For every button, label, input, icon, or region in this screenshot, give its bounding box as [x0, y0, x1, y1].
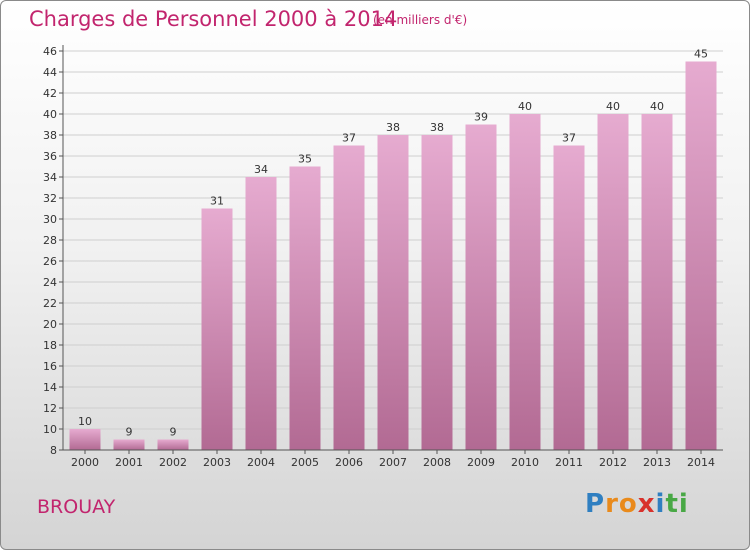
bar: [377, 135, 409, 450]
y-tick-label: 46: [43, 45, 57, 58]
bar: [113, 439, 145, 450]
x-tick-label: 2008: [423, 456, 451, 469]
brand-logo: Proxiti: [585, 489, 689, 519]
data-label: 37: [562, 132, 576, 145]
x-tick-label: 2011: [555, 456, 583, 469]
bar: [553, 145, 585, 450]
axes: 8 10 12 14 16 18 20 22 24 26 28 30 32 34 36 38 40 42 44 46 2…: [43, 45, 723, 469]
x-tick-label: 2003: [203, 456, 231, 469]
x-tick-label: 2014: [687, 456, 715, 469]
bars: 10 9 9 31 34 35 37 38 38 39 40 37 40 40 45: [69, 48, 717, 450]
data-label: 38: [386, 121, 400, 134]
y-tick-label: 8: [50, 444, 57, 457]
x-tick-label: 2001: [115, 456, 143, 469]
data-label: 9: [170, 426, 177, 439]
y-tick-label: 36: [43, 150, 57, 163]
location-label: BROUAY: [37, 496, 116, 518]
y-tick-label: 20: [43, 318, 57, 331]
y-tick-label: 38: [43, 129, 57, 142]
data-label: 35: [298, 153, 312, 166]
brand-letter: i: [678, 489, 689, 519]
brand-letter: o: [618, 489, 638, 519]
x-tick-label: 2000: [71, 456, 99, 469]
brand-letter: x: [637, 489, 656, 519]
brand-letter: r: [605, 489, 619, 519]
data-label: 10: [78, 415, 92, 428]
x-tick-label: 2005: [291, 456, 319, 469]
y-tick-label: 26: [43, 255, 57, 268]
chart-title: Charges de Personnel 2000 à 2014: [29, 7, 398, 31]
bar: [685, 61, 717, 450]
data-label: 39: [474, 111, 488, 124]
data-label: 45: [694, 48, 708, 61]
bar: [465, 124, 497, 450]
data-label: 40: [650, 100, 664, 113]
bar: [641, 114, 673, 450]
y-tick-label: 22: [43, 297, 57, 310]
data-label: 31: [210, 195, 224, 208]
bar: [333, 145, 365, 450]
bar: [509, 114, 541, 450]
x-tick-label: 2012: [599, 456, 627, 469]
data-label: 38: [430, 121, 444, 134]
data-label: 37: [342, 132, 356, 145]
x-tick-label: 2013: [643, 456, 671, 469]
bar: [69, 429, 101, 450]
x-tick-label: 2007: [379, 456, 407, 469]
x-tick-label: 2009: [467, 456, 495, 469]
y-tick-label: 12: [43, 402, 57, 415]
chart-subtitle: (en milliers d'€): [373, 13, 468, 27]
bar: [597, 114, 629, 450]
y-tick-label: 40: [43, 108, 57, 121]
y-tick-label: 30: [43, 213, 57, 226]
brand-letter: i: [655, 489, 666, 519]
bar: [421, 135, 453, 450]
brand-letter: P: [585, 489, 606, 519]
bar: [201, 208, 233, 450]
y-tick-label: 14: [43, 381, 57, 394]
y-tick-label: 44: [43, 66, 57, 79]
y-tick-label: 34: [43, 171, 57, 184]
x-tick-label: 2004: [247, 456, 275, 469]
bar: [289, 166, 321, 450]
y-tick-label: 42: [43, 87, 57, 100]
y-tick-label: 18: [43, 339, 57, 352]
x-tick-label: 2010: [511, 456, 539, 469]
data-label: 34: [254, 163, 268, 176]
y-tick-label: 28: [43, 234, 57, 247]
x-tick-label: 2006: [335, 456, 363, 469]
data-label: 40: [518, 100, 532, 113]
y-tick-label: 24: [43, 276, 57, 289]
bar: [157, 439, 189, 450]
x-tick-label: 2002: [159, 456, 187, 469]
y-tick-label: 10: [43, 423, 57, 436]
y-tick-label: 16: [43, 360, 57, 373]
data-label: 9: [126, 426, 133, 439]
y-tick-label: 32: [43, 192, 57, 205]
bar: [245, 177, 277, 450]
brand-letter: t: [665, 489, 679, 519]
data-label: 40: [606, 100, 620, 113]
